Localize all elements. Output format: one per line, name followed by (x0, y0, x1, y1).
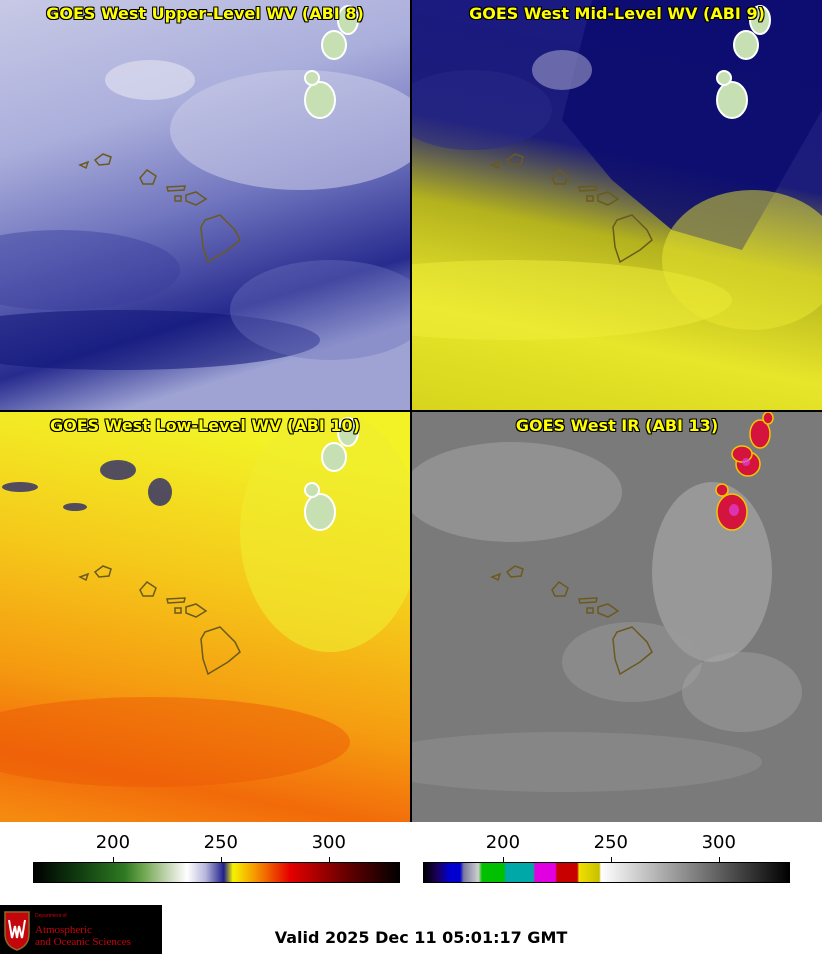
logo-line-1: Atmospheric (35, 924, 92, 936)
dry-blobs (2, 460, 172, 511)
colorbar-wv: 200 250 300 (33, 822, 400, 892)
panel-title: GOES West Upper-Level WV (ABI 8) (46, 4, 364, 23)
colorbar-tick: 300 (701, 832, 736, 853)
colorbar-tick: 250 (203, 832, 238, 853)
colorbar-tick: 200 (95, 832, 131, 853)
hawaii-outline (78, 153, 241, 264)
colorbar-wv-scale (33, 862, 400, 883)
colorbar-tick-mark (112, 857, 114, 862)
panel-title: GOES West Low-Level WV (ABI 10) (49, 416, 360, 435)
uw-crest-icon (4, 911, 30, 951)
cloud-cluster (716, 5, 771, 119)
cloud-cluster (304, 5, 359, 119)
panel-mid-level-wv: GOES West Mid-Level WV (ABI 9) (412, 0, 822, 410)
colorbar-tick-mark (328, 857, 330, 862)
colorbar-tick-mark (502, 857, 504, 862)
hawaii-outline (490, 565, 653, 676)
hawaii-outline (78, 565, 241, 676)
logo-line-2: and Oceanic Sciences (35, 936, 131, 948)
panel-title: GOES West Mid-Level WV (ABI 9) (469, 4, 765, 23)
colorbar-tick: 200 (485, 832, 521, 853)
colorbar-ir-scale (423, 862, 790, 883)
satellite-image-grid: GOES West Upper-Level WV (ABI 8) (0, 0, 822, 822)
low-level-wv-image (0, 412, 410, 822)
colorbar-tick-mark (718, 857, 720, 862)
valid-time: Valid 2025 Dec 11 05:01:17 GMT (274, 928, 568, 947)
ir-image (412, 412, 822, 822)
mid-level-wv-image (412, 0, 822, 410)
colorbar-tick-mark (220, 857, 222, 862)
cloud-cluster (304, 417, 359, 531)
upper-level-wv-image (0, 0, 410, 410)
department-logo: Department of Atmospheric and Oceanic Sc… (0, 905, 162, 954)
colorbar-ir: 200 250 300 (423, 822, 790, 892)
colorbar-tick: 250 (593, 832, 628, 853)
logo-dept-line: Department of (35, 913, 67, 919)
panel-upper-level-wv: GOES West Upper-Level WV (ABI 8) (0, 0, 410, 410)
panel-low-level-wv: GOES West Low-Level WV (ABI 10) (0, 412, 410, 822)
panel-ir: GOES West IR (ABI 13) (412, 412, 822, 822)
panel-title: GOES West IR (ABI 13) (515, 416, 719, 435)
hawaii-outline (490, 153, 653, 264)
colorbar-tick: 300 (311, 832, 346, 853)
colorbar-tick-mark (610, 857, 612, 862)
